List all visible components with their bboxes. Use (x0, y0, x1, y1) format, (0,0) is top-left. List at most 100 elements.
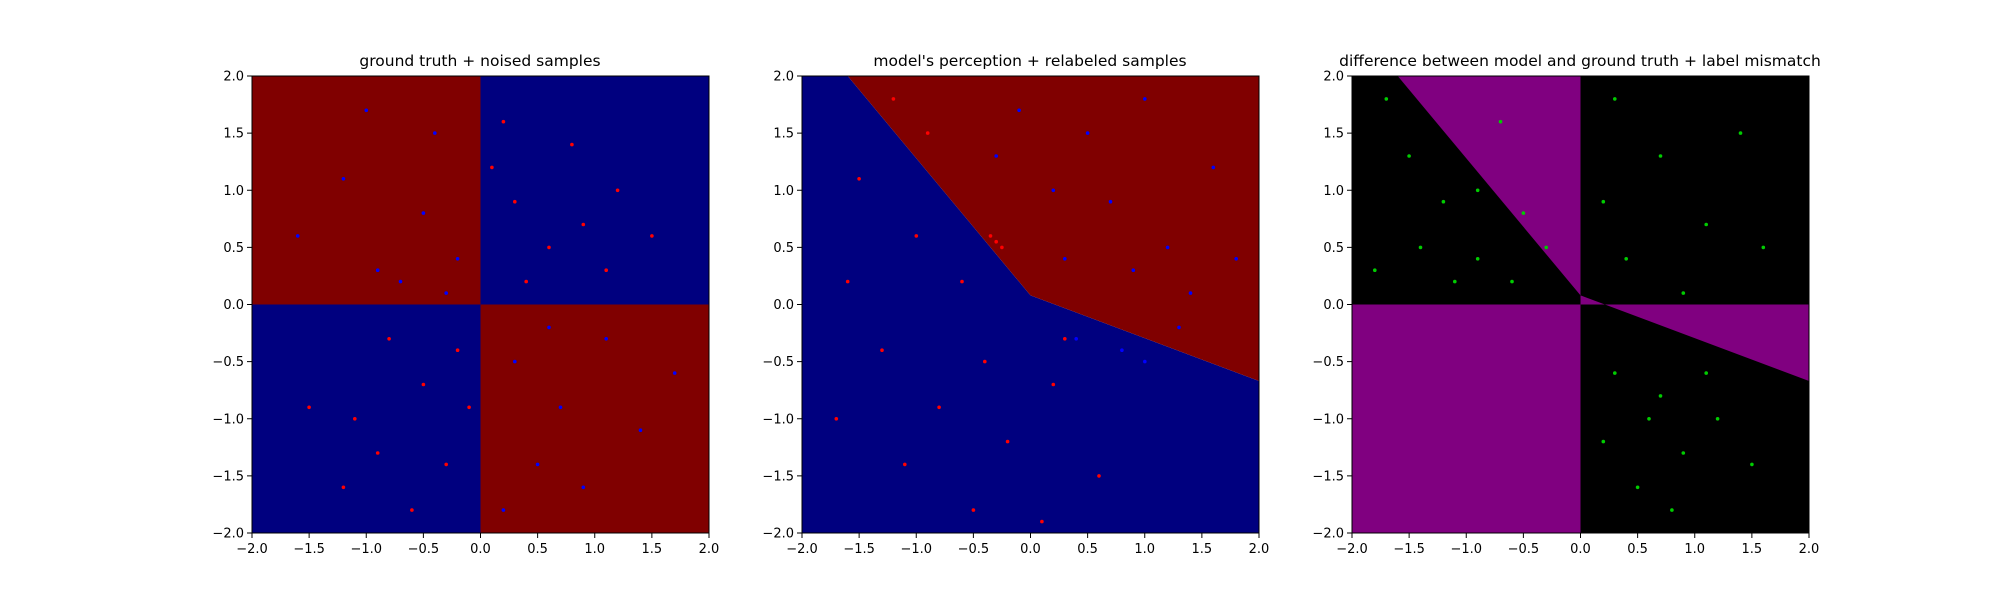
panel-title: ground truth + noised samples (359, 52, 600, 70)
y-tick-label: 2.0 (773, 70, 794, 85)
sample-point (1143, 97, 1147, 101)
sample-point (1120, 348, 1124, 353)
sample-point (1681, 291, 1686, 295)
sample-point (1097, 474, 1101, 478)
sample-point (615, 188, 620, 193)
y-tick-label: −2.0 (212, 527, 244, 542)
sample-point (410, 508, 414, 512)
sample-point (1601, 199, 1606, 204)
sample-point (1040, 519, 1044, 524)
y-tick-label: −1.0 (762, 412, 794, 427)
y-tick-label: −0.5 (1312, 355, 1344, 370)
decision-region (480, 76, 709, 305)
x-tick-label: 0.5 (527, 542, 548, 557)
sample-point (1510, 279, 1514, 284)
sample-point (1384, 97, 1389, 101)
sample-point (1544, 245, 1548, 250)
x-tick-label: 1.0 (584, 542, 605, 557)
sample-point (1613, 97, 1617, 101)
x-tick-label: 1.5 (1742, 542, 1763, 557)
sample-point (1498, 119, 1503, 124)
sample-point (1750, 462, 1754, 467)
sample-point (547, 325, 551, 330)
sample-point (1051, 188, 1056, 193)
sample-point (1211, 165, 1216, 170)
x-tick-label: 0.5 (1077, 542, 1098, 557)
x-tick-label: −1.5 (293, 542, 325, 557)
sample-point (421, 211, 426, 215)
sample-point (467, 405, 471, 410)
panel-title: model's perception + relabeled samples (873, 52, 1186, 70)
sample-point (501, 508, 506, 512)
sample-point (490, 165, 494, 170)
sample-point (501, 119, 506, 124)
sample-point (1453, 279, 1457, 284)
sample-point (1647, 417, 1651, 421)
sample-point (364, 108, 369, 113)
sample-point (994, 154, 998, 158)
sample-point (581, 485, 586, 490)
sample-point (1658, 154, 1663, 158)
sample-point (1085, 131, 1090, 135)
sample-point (604, 337, 608, 341)
x-tick-label: 0.0 (470, 542, 491, 557)
y-tick-label: 1.5 (223, 127, 244, 142)
sample-point (1475, 257, 1480, 261)
sample-point (375, 451, 380, 455)
sample-point (1704, 371, 1708, 375)
difference-panel: difference between model and ground trut… (1312, 52, 1820, 557)
y-tick-label: −0.5 (762, 355, 794, 370)
x-tick-label: −1.0 (350, 542, 382, 557)
sample-point (1441, 199, 1446, 204)
sample-point (891, 97, 896, 101)
decision-region (252, 304, 481, 533)
x-tick-label: −1.0 (900, 542, 932, 557)
y-tick-label: 1.5 (1323, 127, 1344, 142)
sample-point (845, 279, 850, 284)
sample-point (1475, 188, 1480, 193)
sample-point (1613, 371, 1617, 375)
x-tick-label: 0.5 (1627, 542, 1648, 557)
sample-point (1761, 245, 1766, 250)
sample-point (513, 359, 517, 364)
x-tick-label: 1.0 (1134, 542, 1155, 557)
sample-point (307, 405, 311, 410)
y-tick-label: −1.5 (1312, 469, 1344, 484)
y-tick-label: 2.0 (223, 70, 244, 85)
x-tick-label: −0.5 (958, 542, 990, 557)
sample-point (937, 405, 941, 410)
sample-point (1738, 131, 1743, 135)
x-tick-label: −0.5 (1508, 542, 1540, 557)
sample-point (1051, 382, 1056, 387)
sample-point (1418, 245, 1423, 250)
y-tick-label: −2.0 (762, 527, 794, 542)
plot-area (1352, 76, 1809, 533)
sample-point (433, 131, 437, 135)
x-tick-label: −0.5 (408, 542, 440, 557)
sample-point (341, 485, 346, 490)
sample-point (558, 405, 563, 410)
sample-point (1063, 257, 1067, 261)
sample-point (1000, 245, 1004, 250)
sample-point (857, 177, 861, 181)
x-tick-label: −2.0 (1336, 542, 1368, 557)
y-tick-label: 0.5 (1323, 241, 1344, 256)
sample-point (1074, 337, 1078, 341)
plot-area (252, 76, 709, 533)
y-tick-label: 0.5 (773, 241, 794, 256)
decision-region (802, 76, 1259, 533)
x-tick-label: 1.5 (1192, 542, 1213, 557)
plot-area (802, 76, 1259, 533)
sample-point (1143, 359, 1147, 364)
y-tick-label: 0.5 (223, 241, 244, 256)
decision-region (847, 76, 1259, 381)
x-tick-label: −2.0 (236, 542, 268, 557)
y-tick-label: −1.5 (762, 469, 794, 484)
sample-point (960, 279, 964, 284)
y-tick-label: 1.0 (1323, 184, 1344, 199)
sample-point (994, 239, 998, 244)
sample-point (398, 279, 403, 284)
sample-point (914, 234, 919, 238)
sample-point (638, 428, 643, 433)
y-tick-label: −1.0 (212, 412, 244, 427)
